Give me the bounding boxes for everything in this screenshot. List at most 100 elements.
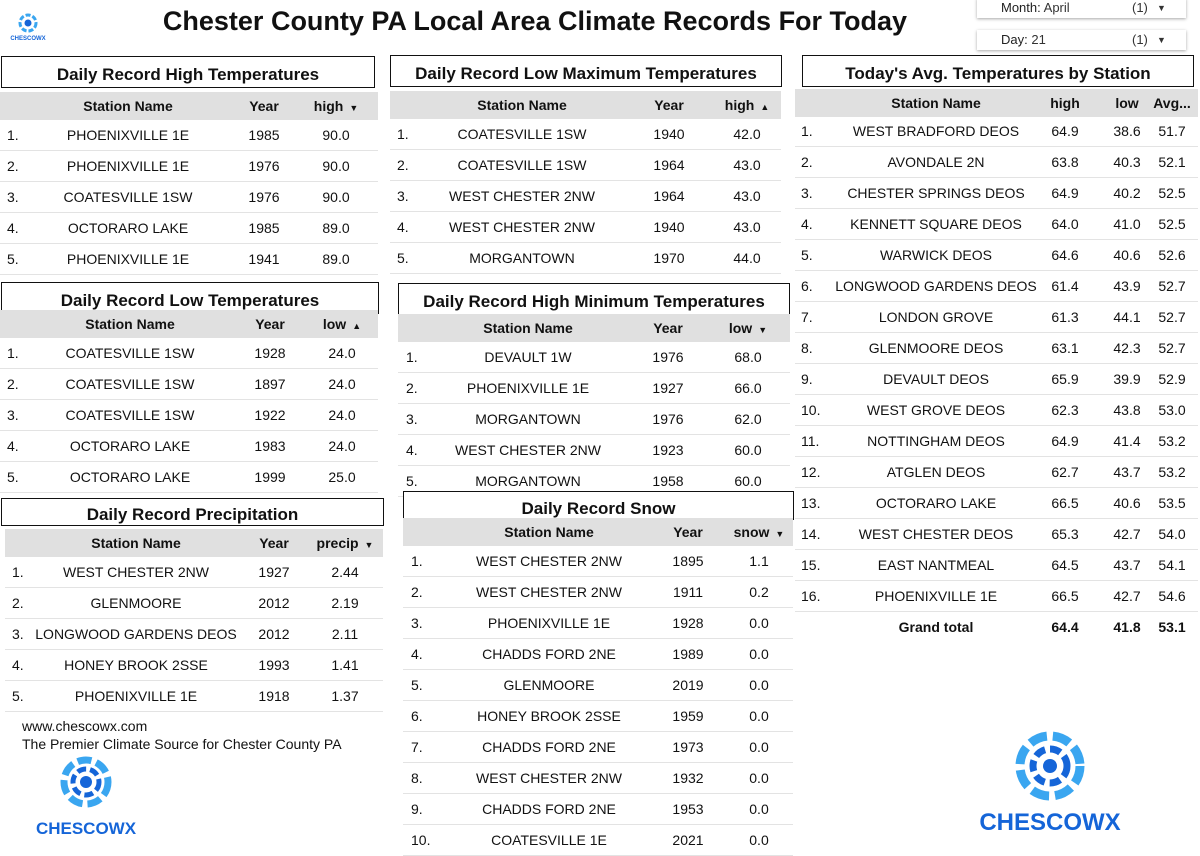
station-name-cell: OCTORARO LAKE bbox=[67, 220, 189, 236]
table-row: 4. KENNETT SQUARE DEOS 64.0 41.0 52.5 bbox=[795, 209, 1198, 240]
column-header-station-name[interactable]: Station Name bbox=[483, 320, 572, 336]
avg-cell: 40.2 bbox=[1113, 185, 1141, 201]
low-cell: 64.9 bbox=[1051, 433, 1079, 449]
station-name-cell: MORGANTOWN bbox=[475, 473, 581, 489]
value-cell: 54.6 bbox=[1158, 588, 1186, 604]
row-index: 3. bbox=[7, 189, 19, 205]
station-name-cell: COATESVILLE 1E bbox=[491, 832, 607, 848]
table-row: 11. NOTTINGHAM DEOS 64.9 41.4 53.2 bbox=[795, 426, 1198, 457]
table-row: 2. COATESVILLE 1SW 1964 43.0 bbox=[390, 150, 781, 181]
row-index: 2. bbox=[801, 154, 813, 170]
row-index: 7. bbox=[411, 739, 423, 755]
value-cell: 0.0 bbox=[749, 677, 769, 693]
table-row: 1. COATESVILLE 1SW 1940 42.0 bbox=[390, 119, 781, 150]
value-cell: 1.41 bbox=[331, 657, 359, 673]
column-header-station-name[interactable]: Station Name bbox=[91, 535, 180, 551]
column-header-label: Station Name bbox=[477, 97, 567, 113]
column-header-avg[interactable]: Avg... bbox=[1153, 95, 1191, 111]
column-header-snow[interactable]: snow ▼ bbox=[734, 524, 785, 540]
sort-descending-icon[interactable]: ▼ bbox=[349, 103, 359, 113]
column-header-low[interactable]: low ▲ bbox=[323, 316, 361, 332]
column-header-year[interactable]: Year bbox=[653, 320, 683, 336]
high-cell: 1941 bbox=[248, 251, 280, 267]
column-header-label: high bbox=[313, 98, 344, 114]
svg-text:CHESCOWX: CHESCOWX bbox=[979, 809, 1120, 836]
sort-descending-icon[interactable]: ▼ bbox=[364, 540, 374, 550]
value-cell: 2.19 bbox=[331, 595, 359, 611]
avg-cell: 41.8 bbox=[1113, 619, 1141, 635]
column-header-label: Station Name bbox=[504, 524, 594, 540]
column-header-year[interactable]: Year bbox=[673, 524, 703, 540]
column-header-high[interactable]: high ▲ bbox=[725, 97, 769, 113]
column-header-year[interactable]: Year bbox=[249, 98, 279, 114]
avg-cell: 42.7 bbox=[1113, 526, 1141, 542]
column-header-high[interactable]: high bbox=[1050, 95, 1080, 111]
snow-cell: 2019 bbox=[672, 677, 704, 693]
value-cell: 0.0 bbox=[749, 832, 769, 848]
station-name-cell: OCTORARO LAKE bbox=[69, 469, 191, 485]
row-index: 2. bbox=[7, 376, 19, 392]
value-cell: 52.6 bbox=[1158, 247, 1186, 263]
column-header-high[interactable]: high ▼ bbox=[314, 98, 358, 114]
station-name-cell: COATESVILLE 1SW bbox=[65, 376, 195, 392]
value-cell: 52.7 bbox=[1158, 278, 1186, 294]
precip-cell: 1918 bbox=[258, 688, 290, 704]
value-cell: 54.1 bbox=[1158, 557, 1186, 573]
sort-descending-icon[interactable]: ▼ bbox=[758, 325, 768, 335]
table-header: Station Name Year low ▲ bbox=[0, 310, 378, 338]
column-header-label: Year bbox=[255, 316, 285, 332]
column-header-station-name[interactable]: Station Name bbox=[85, 316, 174, 332]
column-header-station-name[interactable]: Station Name bbox=[83, 98, 172, 114]
column-header-station-name[interactable]: Station Name bbox=[504, 524, 593, 540]
day-filter[interactable]: Day: 21 (1) ▼ bbox=[977, 30, 1186, 50]
table-row: 3. PHOENIXVILLE 1E 1928 0.0 bbox=[403, 608, 793, 639]
high-cell: 1940 bbox=[653, 219, 685, 235]
column-header-year[interactable]: Year bbox=[255, 316, 285, 332]
station-name-cell: COATESVILLE 1SW bbox=[65, 345, 195, 361]
table-title: Today's Avg. Temperatures by Station bbox=[802, 55, 1194, 87]
row-index: 2. bbox=[397, 157, 409, 173]
low-cell: 66.5 bbox=[1051, 495, 1079, 511]
high-cell: 1964 bbox=[653, 157, 685, 173]
table-row: 2. AVONDALE 2N 63.8 40.3 52.1 bbox=[795, 147, 1198, 178]
table-row: 13. OCTORARO LAKE 66.5 40.6 53.5 bbox=[795, 488, 1198, 519]
station-name-cell: COATESVILLE 1SW bbox=[457, 157, 587, 173]
sort-descending-icon[interactable]: ▼ bbox=[775, 529, 785, 539]
table-row: 5. GLENMOORE 2019 0.0 bbox=[403, 670, 793, 701]
station-name-cell: KENNETT SQUARE DEOS bbox=[850, 216, 1022, 232]
sort-ascending-icon[interactable]: ▲ bbox=[760, 102, 770, 112]
column-header-label: Station Name bbox=[83, 98, 173, 114]
value-cell: 52.1 bbox=[1158, 154, 1186, 170]
column-header-station-name[interactable]: Station Name bbox=[477, 97, 566, 113]
row-index: 4. bbox=[7, 220, 19, 236]
value-cell: 1.1 bbox=[749, 553, 769, 569]
column-header-year[interactable]: Year bbox=[259, 535, 289, 551]
value-cell: 2.11 bbox=[331, 626, 359, 642]
station-name-cell: WEST CHESTER 2NW bbox=[476, 553, 622, 569]
snow-cell: 2021 bbox=[672, 832, 704, 848]
table-header: Station Name high low Avg... bbox=[795, 89, 1198, 117]
row-index: 5. bbox=[7, 251, 19, 267]
table-row: 14. WEST CHESTER DEOS 65.3 42.7 54.0 bbox=[795, 519, 1198, 550]
table-row: 10. WEST GROVE DEOS 62.3 43.8 53.0 bbox=[795, 395, 1198, 426]
column-header-station-name[interactable]: Station Name bbox=[891, 95, 980, 111]
table-row: 4. CHADDS FORD 2NE 1989 0.0 bbox=[403, 639, 793, 670]
column-header-precip[interactable]: precip ▼ bbox=[317, 535, 374, 551]
row-index: 3. bbox=[397, 188, 409, 204]
column-header-year[interactable]: Year bbox=[654, 97, 684, 113]
row-index: 3. bbox=[411, 615, 423, 631]
website-text: www.chescowx.com bbox=[22, 718, 148, 734]
value-cell: 53.1 bbox=[1158, 619, 1186, 635]
station-name-cell: CHESTER SPRINGS DEOS bbox=[847, 185, 1025, 201]
snow-cell: 1989 bbox=[672, 646, 704, 662]
low-cell: 63.1 bbox=[1051, 340, 1079, 356]
table-row: 4. WEST CHESTER 2NW 1923 60.0 bbox=[398, 435, 790, 466]
value-cell: 60.0 bbox=[734, 473, 762, 489]
column-header-low[interactable]: low bbox=[1115, 95, 1138, 111]
month-filter[interactable]: Month: April (1) ▼ bbox=[977, 0, 1186, 18]
column-header-low[interactable]: low ▼ bbox=[729, 320, 767, 336]
sort-ascending-icon[interactable]: ▲ bbox=[352, 321, 362, 331]
column-header-label: low bbox=[1115, 95, 1139, 111]
station-name-cell: Grand total bbox=[898, 619, 974, 635]
column-header-label: precip bbox=[316, 535, 359, 551]
